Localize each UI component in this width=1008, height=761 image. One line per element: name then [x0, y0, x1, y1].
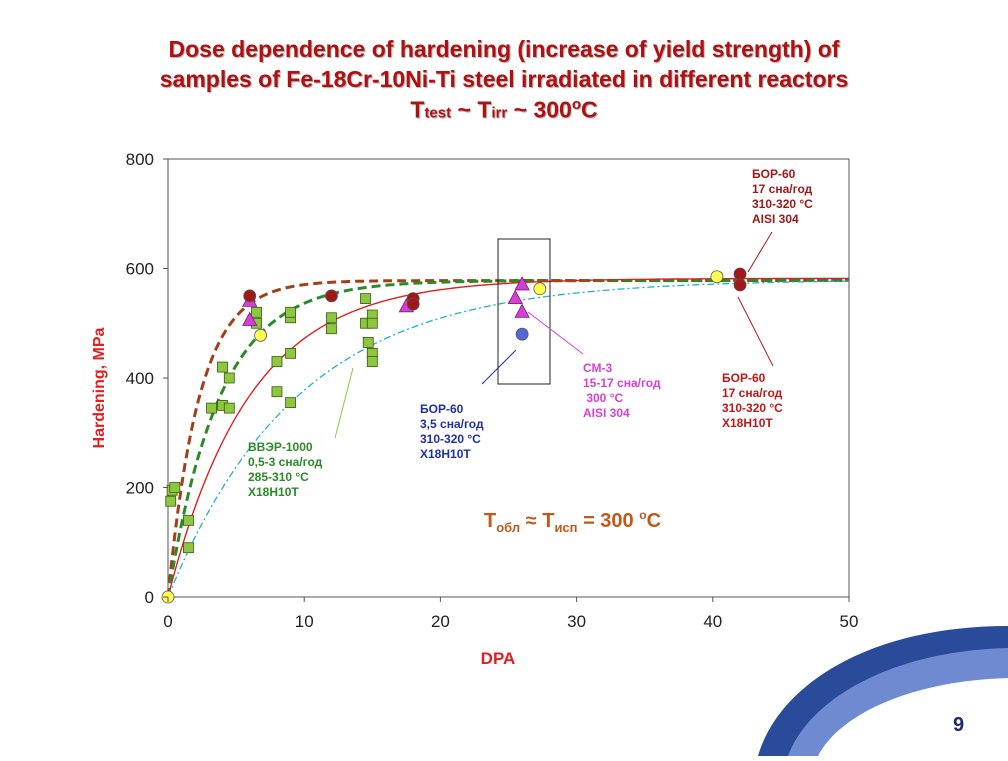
- circle-point: [515, 327, 529, 341]
- annotation-line: 300 °C: [583, 391, 623, 405]
- annotation-line: ВВЭР-1000: [248, 440, 313, 454]
- annotation-line: 310-320 °C: [722, 401, 783, 415]
- annotation-cm3: СМ-3 15-17 сна/год 300 °C AISI 304: [583, 361, 661, 420]
- square-point: [285, 306, 296, 318]
- annotation-line: 3,5 сна/год: [420, 417, 484, 431]
- arrow-bor60-x18: [737, 296, 774, 367]
- square-point: [169, 482, 181, 493]
- arrow-bor60-35: [481, 349, 517, 385]
- circle-point: [243, 289, 257, 303]
- square-point: [223, 402, 235, 414]
- data-points: [161, 267, 747, 604]
- y-tick-label: 600: [126, 260, 154, 279]
- square-point: [362, 337, 374, 348]
- annotation-line: 17 сна/год: [722, 386, 783, 400]
- y-tick-label: 0: [145, 588, 154, 607]
- circle-point: [710, 270, 724, 284]
- y-axis-label: Hardening, MPa: [91, 327, 108, 448]
- x-tick-label: 0: [163, 612, 172, 631]
- annotation-line: X18H10T: [248, 485, 299, 499]
- square-point: [366, 317, 378, 329]
- square-point: [271, 386, 283, 398]
- x-tick-label: 50: [840, 612, 859, 631]
- circle-point: [533, 282, 547, 296]
- annotation-line: X18H10T: [420, 447, 471, 461]
- circle-point: [254, 328, 268, 342]
- circle-point: [325, 289, 338, 303]
- degree-sup: o: [571, 96, 581, 113]
- arrow-cm3: [527, 311, 584, 355]
- slide-title-line1: Dose dependence of hardening (increase o…: [168, 36, 840, 62]
- square-point: [360, 293, 371, 305]
- square-point: [285, 347, 296, 359]
- irr-subscript: irr: [491, 104, 508, 122]
- page-number: 9: [953, 714, 965, 736]
- annotation-line: 310-320 °C: [420, 432, 481, 446]
- x-tick-label: 40: [703, 612, 722, 631]
- x-tick-label: 30: [567, 612, 586, 631]
- annotation-line: БОР-60: [420, 402, 464, 416]
- y-tick-label: 400: [126, 369, 154, 388]
- square-point: [366, 356, 378, 367]
- celsius-c: C: [581, 96, 598, 123]
- annotation-line: СМ-3: [583, 361, 613, 375]
- triangle-point: [242, 311, 258, 326]
- annotation-bor60-35: БОР-60 3,5 сна/год 310-320 °C X18H10T: [420, 402, 484, 461]
- highlight-box: [497, 238, 551, 385]
- square-point: [206, 402, 217, 414]
- square-point: [183, 514, 194, 526]
- annotation-line: 310-320 °C: [752, 197, 813, 211]
- triangle-point: [514, 303, 530, 318]
- annotation-line: AISI 304: [752, 212, 799, 226]
- annotation-line: X18H10T: [722, 416, 773, 430]
- square-point: [217, 361, 228, 373]
- fit-cyan-dashdot: [167, 280, 849, 598]
- temp-value: ~ 300: [507, 96, 572, 123]
- square-point: [251, 306, 262, 318]
- annotation-line: 285-310 °C: [248, 470, 309, 484]
- circle-point: [733, 278, 747, 292]
- x-tick-label: 10: [295, 612, 314, 631]
- square-point: [223, 372, 235, 384]
- x-tick-label: 20: [431, 612, 450, 631]
- t-letter: T: [410, 96, 425, 123]
- square-point: [326, 312, 337, 324]
- square-point: [183, 542, 194, 554]
- annotation-line: 15-17 сна/год: [583, 376, 661, 390]
- annotation-bor60-aisi: БОР-60 17 сна/год 310-320 °C AISI 304: [752, 167, 813, 226]
- square-point: [326, 323, 337, 335]
- y-tick-label: 800: [126, 150, 154, 169]
- axis-ticks: 0 10 20 30 40 50 0 200 400 600 800: [126, 150, 859, 631]
- arrow-vver: [334, 367, 354, 439]
- y-tick-label: 200: [126, 479, 154, 498]
- square-point: [285, 397, 296, 409]
- x-axis-label: DPA: [481, 649, 516, 668]
- annotation-bor60-x18: БОР-60 17 сна/год 310-320 °C X18H10T: [722, 371, 783, 430]
- triangle-point: [514, 276, 530, 291]
- test-subscript: test: [424, 104, 452, 122]
- temperature-note: Tобл ≈ Tисп = 300 oC: [484, 508, 661, 535]
- plot-area: [167, 158, 850, 598]
- t-irr-letter: ~ T: [451, 96, 492, 123]
- annotation-line: AISI 304: [583, 406, 630, 420]
- arrow-bor60-aisi: [747, 231, 773, 273]
- triangle-point: [507, 289, 523, 305]
- annotation-line: 0,5-3 сна/год: [248, 455, 323, 469]
- corner-decoration: [758, 626, 1008, 756]
- slide-title-line2: samples of Fe-18Cr-10Ni-Ti steel irradia…: [159, 66, 849, 92]
- annotation-arrows: [334, 231, 774, 439]
- annotation-line: БОР-60: [722, 371, 766, 385]
- circle-point: [406, 297, 420, 311]
- circle-point: [733, 267, 747, 281]
- square-point: [271, 356, 283, 367]
- annotation-line: БОР-60: [752, 167, 796, 181]
- slide-title-line3: Ttest ~ Tirr ~ 300oC: [60, 96, 948, 124]
- annotation-line: 17 сна/год: [752, 182, 813, 196]
- square-point: [165, 495, 177, 507]
- annotation-vver: ВВЭР-1000 0,5-3 сна/год 285-310 °C X18H10T: [248, 440, 323, 499]
